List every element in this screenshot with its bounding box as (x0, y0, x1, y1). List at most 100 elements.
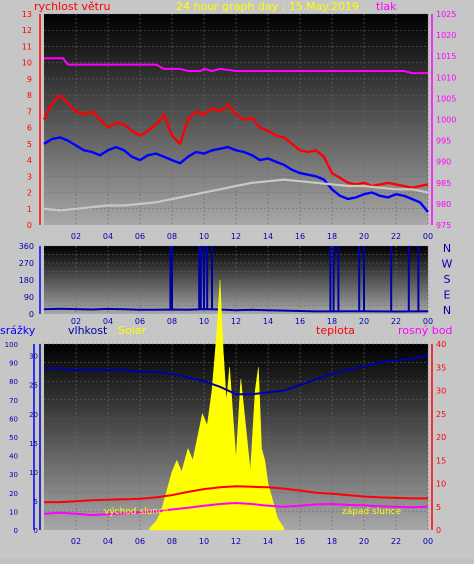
wind-tick-label: 13 (22, 10, 32, 19)
compass-label: W (442, 258, 453, 271)
humidity-tick-label: 0 (14, 527, 18, 535)
compass-label: N (443, 304, 451, 317)
x-tick-label: 22 (391, 232, 401, 241)
grey-series-line (43, 178, 429, 212)
temperature-tick-label: 40 (436, 340, 446, 349)
rain-tick-label: 20 (29, 411, 38, 419)
temperature-tick-label: 0 (436, 526, 441, 535)
humidity-axis-label: vlhkost (68, 324, 108, 337)
chart-title: 24 hour graph day : 15.May.2019 (176, 0, 359, 13)
compass-label: E (444, 289, 451, 302)
sunset-annotation: západ slunce (342, 507, 402, 517)
rain-tick-label: 15 (29, 440, 38, 448)
humidity-tick-label: 80 (9, 378, 18, 386)
wind-tick-label: 10 (22, 59, 32, 68)
x-tick-label: 20 (359, 317, 369, 326)
wind-tick-label: 2 (27, 189, 32, 198)
temperature-tick-label: 15 (436, 456, 446, 465)
pressure-tick-label: 1000 (436, 116, 456, 125)
wind-tick-label: 4 (27, 156, 32, 165)
x-tick-label: 12 (231, 232, 241, 241)
sunrise-annotation: východ slunce (104, 507, 169, 517)
temperature-tick-label: 10 (436, 480, 446, 489)
wind-speed-axis-label: rychlost větru (34, 0, 110, 13)
panel3-series (43, 280, 429, 531)
wind-tick-label: 6 (27, 124, 32, 133)
gust-series-line (42, 93, 429, 189)
compass-label: S (444, 273, 451, 286)
x-tick-label: 00 (423, 317, 433, 326)
temperature-tick-label: 30 (436, 387, 446, 396)
humidity-series-line (44, 354, 429, 396)
direction-series-line (43, 307, 429, 313)
pressure-axis-label: tlak (376, 0, 397, 13)
dewpoint-axis-label: rosný bod (398, 324, 452, 337)
pressure-tick-label: 1010 (436, 73, 456, 82)
x-tick-label: 08 (167, 232, 177, 241)
temperature-tick-label: 5 (436, 503, 441, 512)
compass-label: N (443, 242, 451, 255)
x-tick-label: 18 (327, 232, 337, 241)
pressure-tick-label: 1015 (436, 52, 456, 61)
pressure-tick-label: 1025 (436, 10, 456, 19)
x-tick-label: 10 (199, 232, 209, 241)
wind-tick-label: 3 (27, 172, 32, 181)
direction-tick-label: 360 (19, 242, 34, 251)
x-tick-label: 08 (167, 537, 177, 546)
x-tick-label: 00 (423, 232, 433, 241)
rain-tick-label: 10 (29, 469, 38, 477)
x-tick-label: 10 (199, 537, 209, 546)
x-tick-label: 16 (295, 232, 305, 241)
x-tick-label: 04 (103, 317, 113, 326)
humidity-tick-label: 70 (9, 397, 18, 405)
x-tick-label: 14 (263, 537, 273, 546)
x-tick-label: 06 (135, 232, 145, 241)
pressure-tick-label: 975 (436, 221, 451, 230)
wind-tick-label: 12 (22, 26, 32, 35)
wind-tick-label: 9 (27, 75, 32, 84)
x-tick-label: 02 (71, 537, 81, 546)
x-tick-label: 06 (135, 317, 145, 326)
panel2-series (43, 246, 429, 313)
rain-tick-label: 25 (29, 382, 38, 390)
wind-tick-label: 5 (27, 140, 32, 149)
humidity-tick-label: 40 (9, 453, 18, 461)
direction-tick-label: 180 (19, 276, 34, 285)
panel1-series (42, 57, 429, 213)
direction-tick-label: 0 (29, 310, 34, 319)
humidity-tick-label: 100 (5, 341, 18, 349)
x-tick-label: 14 (263, 317, 273, 326)
humidity-tick-label: 20 (9, 490, 18, 498)
x-tick-label: 12 (231, 537, 241, 546)
temperature-tick-label: 35 (436, 363, 446, 372)
x-tick-label: 02 (71, 317, 81, 326)
temperature-series-line (44, 485, 428, 504)
humidity-tick-label: 10 (9, 508, 18, 516)
x-tick-label: 20 (359, 537, 369, 546)
direction-tick-label: 90 (24, 293, 34, 302)
x-tick-label: 16 (295, 317, 305, 326)
rain-tick-label: 5 (34, 498, 38, 506)
wind-tick-label: 8 (27, 91, 32, 100)
humidity-tick-label: 50 (9, 434, 18, 442)
temperature-axis-label: teplota (316, 324, 355, 337)
x-tick-label: 10 (199, 317, 209, 326)
temperature-tick-label: 20 (436, 433, 446, 442)
panel3-axes: 02 04 06 08 10 12 14 16 18 20 22 000102030405060708… (5, 340, 447, 546)
pressure-tick-label: 980 (436, 200, 451, 209)
x-tick-label: 00 (423, 537, 433, 546)
dewpoint-series-line (43, 502, 429, 517)
x-tick-label: 16 (295, 537, 305, 546)
pressure-series-line (44, 57, 428, 75)
x-tick-label: 18 (327, 317, 337, 326)
direction-tick-label: 270 (19, 259, 34, 268)
x-tick-label: 04 (103, 232, 113, 241)
x-tick-label: 02 (71, 232, 81, 241)
x-tick-label: 06 (135, 537, 145, 546)
humidity-tick-label: 60 (9, 415, 18, 423)
solar-axis-label: Solar (118, 324, 147, 337)
humidity-tick-label: 30 (9, 471, 18, 479)
humidity-tick-label: 90 (9, 360, 18, 368)
